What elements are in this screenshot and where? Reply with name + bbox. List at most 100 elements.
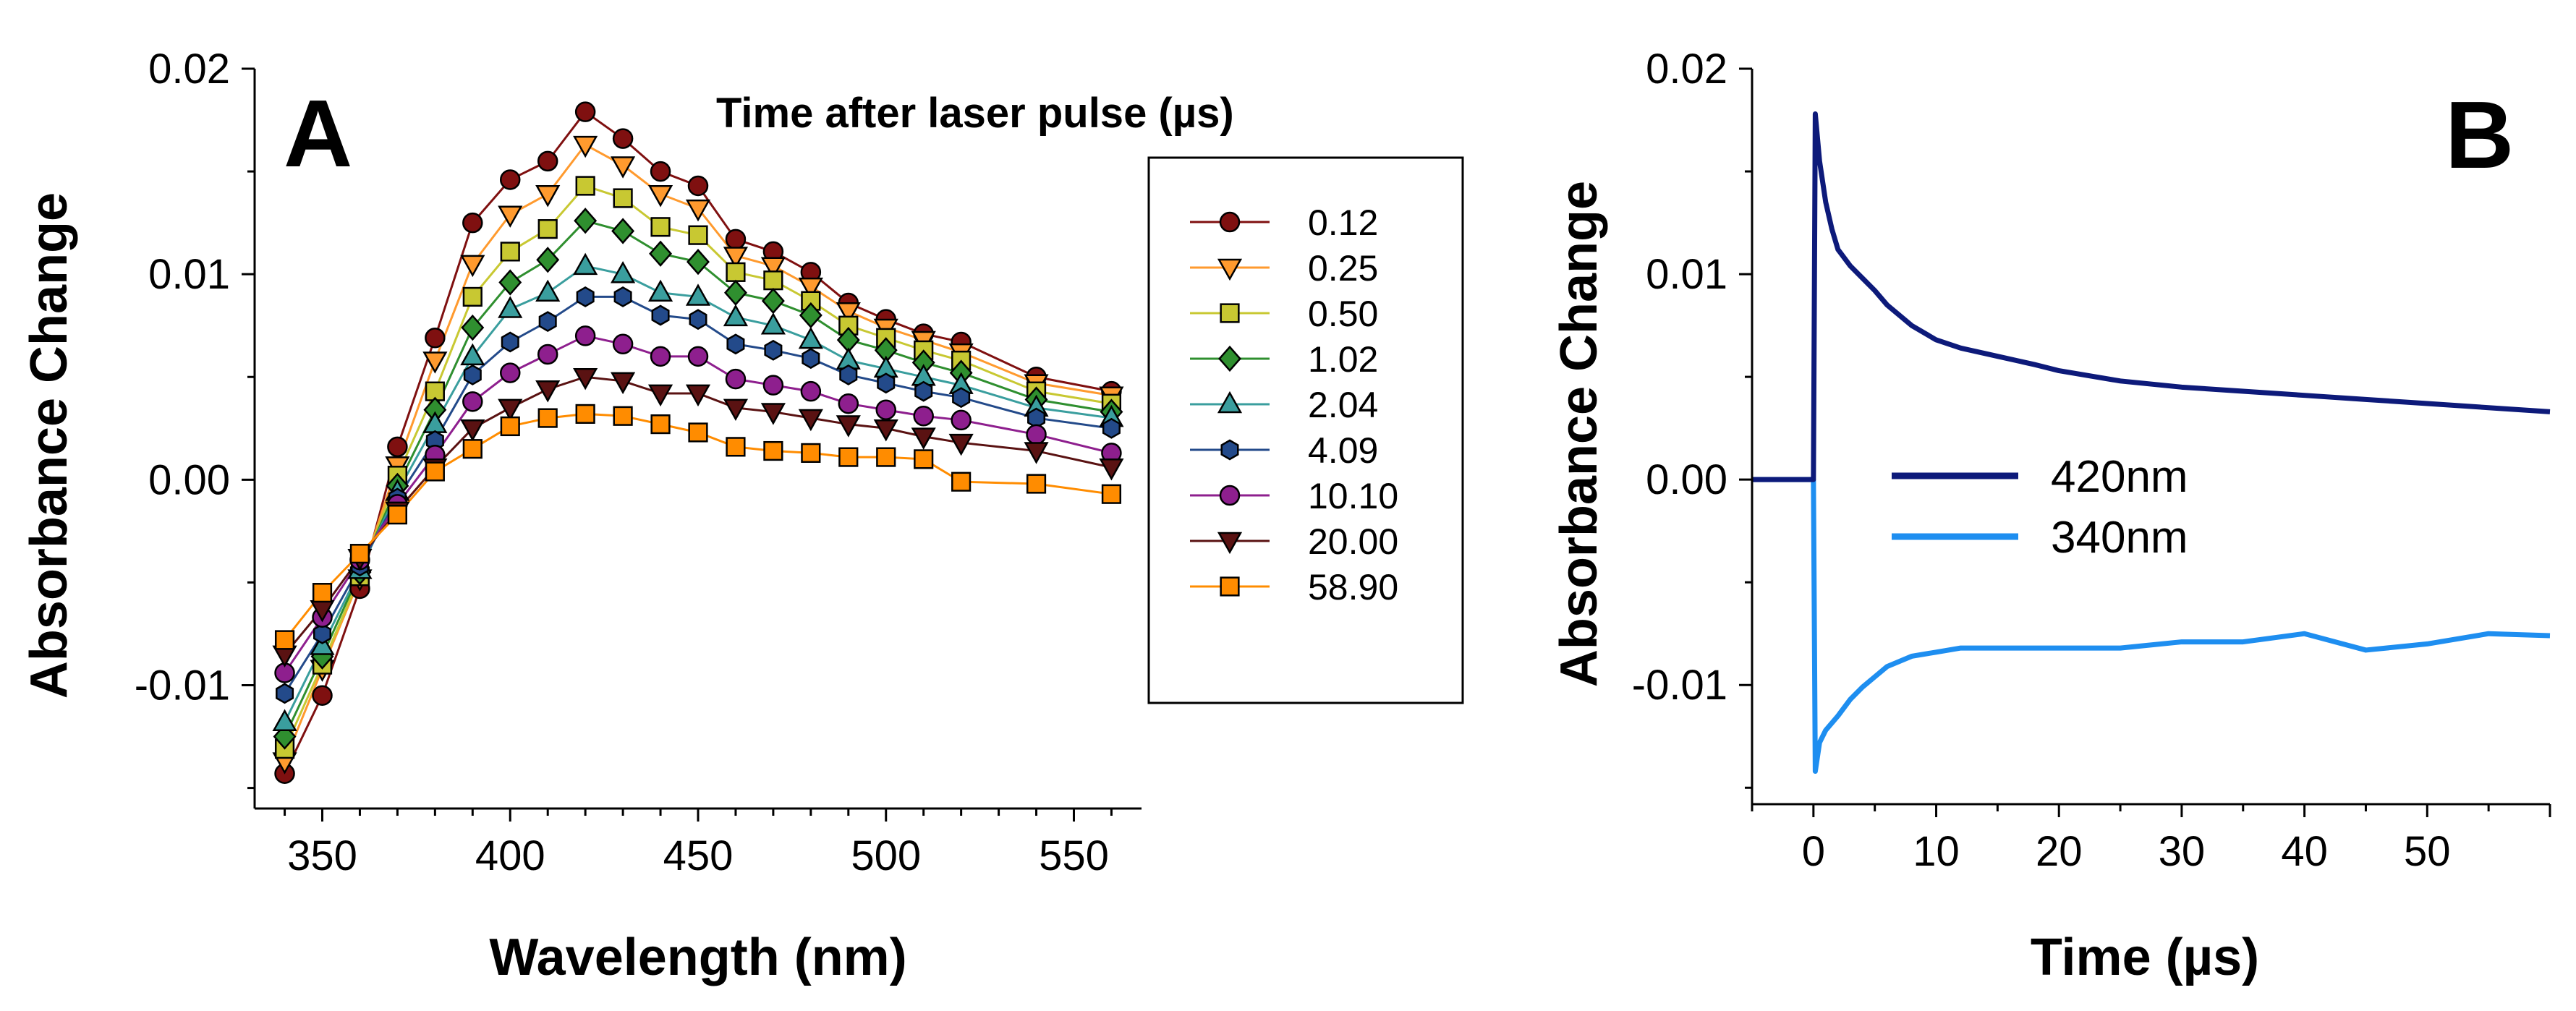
data-point-0.25-420 — [573, 135, 598, 158]
b-x-tick-label: 50 — [2404, 828, 2451, 875]
data-point-58.90-450 — [688, 422, 708, 443]
legend-label-420nm: 420nm — [2051, 452, 2188, 502]
b-y-tick-label: 0.01 — [1646, 251, 1727, 298]
legend-marker-0.12 — [1219, 211, 1241, 233]
a-x-tick-label: 400 — [475, 832, 545, 879]
data-point-2.04-460 — [723, 304, 749, 327]
legend-marker-10.10 — [1219, 485, 1241, 506]
data-point-10.10-430 — [612, 333, 634, 355]
data-point-10.10-410 — [537, 344, 558, 365]
data-point-4.09-560 — [1102, 417, 1121, 439]
data-point-58.90-510 — [914, 449, 934, 469]
data-point-4.09-430 — [613, 286, 632, 307]
panel-b-chart: 0 10 20 30 40 50 -0.01 0.00 0.01 0.02 B 420nm 340n… — [1550, 46, 2551, 986]
data-point-4.09-480 — [802, 348, 820, 370]
data-point-20.00-430 — [611, 372, 636, 395]
panel-a-series-group — [272, 101, 1124, 784]
data-point-0.50-460 — [726, 262, 746, 282]
data-point-58.90-460 — [726, 437, 746, 457]
b-x-tick-label: 10 — [1913, 828, 1960, 875]
data-point-10.10-520 — [951, 409, 972, 431]
data-point-2.04-440 — [647, 279, 673, 302]
panel-a-legend: 0.12 0.25 0.50 1.02 2.04 4.09 10.10 20.00 58.90 — [1190, 202, 1398, 607]
data-point-58.90-540 — [1026, 474, 1047, 494]
data-point-58.90-560 — [1101, 484, 1122, 504]
data-point-2.04-340 — [272, 709, 297, 731]
data-point-4.09-440 — [651, 304, 670, 326]
data-point-0.25-460 — [723, 247, 749, 269]
data-point-0.50-430 — [613, 188, 633, 208]
data-point-4.09-340 — [276, 683, 294, 704]
data-point-0.25-390 — [460, 255, 485, 278]
data-point-10.10-440 — [650, 346, 671, 367]
data-point-0.50-470 — [763, 270, 783, 291]
b-y-tick-label: 0.02 — [1646, 46, 1727, 93]
panel-b-letter: B — [2445, 82, 2514, 188]
data-point-4.09-390 — [463, 364, 482, 385]
legend-label-58.90: 58.90 — [1308, 567, 1398, 607]
legend-label-340nm: 340nm — [2051, 513, 2188, 563]
data-point-0.50-410 — [537, 219, 558, 239]
legend-marker-4.09 — [1220, 439, 1239, 461]
data-point-20.00-510 — [911, 427, 936, 450]
data-point-20.00-410 — [535, 380, 561, 403]
data-point-10.10-390 — [462, 391, 483, 412]
data-point-10.10-400 — [500, 362, 521, 383]
data-point-58.90-400 — [500, 416, 520, 437]
data-point-20.00-520 — [948, 433, 974, 456]
b-x-tick-label: 20 — [2036, 828, 2083, 875]
data-point-10.10-420 — [574, 325, 596, 346]
data-point-58.90-390 — [462, 439, 483, 459]
data-point-4.09-490 — [839, 364, 858, 385]
a-y-tick-label: 0.00 — [148, 456, 230, 503]
data-point-0.25-450 — [685, 199, 711, 222]
data-point-20.00-450 — [685, 384, 711, 407]
data-point-20.00-440 — [647, 384, 673, 407]
panel-b-series-group — [1752, 111, 2551, 775]
data-point-2.04-410 — [535, 279, 561, 302]
data-point-0.25-440 — [647, 185, 673, 208]
data-point-0.25-490 — [836, 302, 861, 325]
data-point-20.00-470 — [760, 403, 786, 425]
series-trace-420nm — [1752, 111, 2551, 482]
data-point-20.00-480 — [798, 409, 823, 432]
data-point-20.00-390 — [460, 419, 485, 442]
legend-label-0.12: 0.12 — [1308, 202, 1378, 243]
legend-label-10.10: 10.10 — [1308, 476, 1398, 516]
data-point-20.00-460 — [723, 398, 749, 422]
a-y-tick-label: 0.01 — [148, 251, 230, 298]
data-point-4.09-410 — [538, 311, 557, 332]
legend-label-0.25: 0.25 — [1308, 248, 1378, 289]
data-point-2.04-420 — [573, 252, 598, 276]
data-point-10.10-490 — [838, 393, 859, 414]
data-point-10.10-510 — [913, 405, 934, 427]
data-point-4.09-500 — [877, 372, 896, 394]
data-point-0.25-430 — [611, 156, 636, 179]
data-point-4.09-450 — [689, 309, 707, 330]
data-point-0.50-400 — [500, 242, 520, 262]
data-point-20.00-490 — [836, 415, 861, 438]
data-point-1.02-440 — [649, 240, 673, 267]
data-point-0.50-440 — [650, 217, 671, 237]
data-point-4.09-420 — [576, 286, 595, 307]
data-point-4.09-510 — [914, 380, 933, 402]
panel-b-x-label: Time (µs) — [2031, 929, 2259, 986]
data-point-10.10-540 — [1026, 424, 1047, 445]
data-point-58.90-440 — [650, 414, 671, 435]
panel-a-legend-box — [1147, 156, 1464, 704]
data-point-2.04-450 — [685, 283, 711, 306]
legend-label-4.09: 4.09 — [1308, 430, 1378, 471]
data-point-10.10-500 — [875, 399, 896, 420]
data-point-1.02-390 — [461, 314, 485, 341]
data-point-0.12-400 — [500, 169, 521, 190]
data-point-58.90-410 — [537, 408, 558, 428]
legend-label-2.04: 2.04 — [1308, 385, 1378, 425]
data-point-0.25-480 — [798, 277, 823, 300]
legend-label-1.02: 1.02 — [1308, 339, 1378, 380]
data-point-58.90-370 — [387, 505, 408, 525]
data-point-0.50-450 — [688, 225, 708, 245]
data-point-10.10-480 — [800, 380, 822, 402]
data-point-4.09-460 — [726, 333, 745, 355]
panel-a-y-label: Absorbance Change — [20, 192, 78, 699]
panel-b-ticks: 0 10 20 30 40 50 -0.01 0.00 0.01 0.02 — [1632, 46, 2551, 875]
